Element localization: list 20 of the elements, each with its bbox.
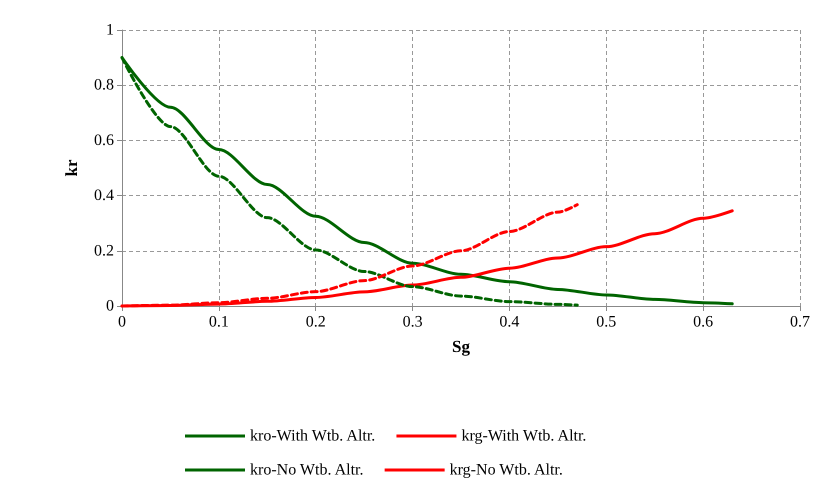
x-tick-label: 0.6 <box>693 314 714 330</box>
x-tick-label: 0.4 <box>499 314 520 330</box>
x-tick-label: 0.2 <box>306 314 326 330</box>
y-tick-label: 0.8 <box>94 76 114 94</box>
legend-label: krg-No Wtb. Altr. <box>450 462 563 478</box>
y-tick-label: 0.6 <box>94 132 114 149</box>
y-tick-label: 1 <box>106 22 114 38</box>
x-tick-label: 0.1 <box>208 314 229 330</box>
x-tick-label: 0.7 <box>790 314 810 330</box>
legend-label: kro-With Wtb. Altr. <box>250 428 376 444</box>
x-tick-label: 0.5 <box>596 314 616 330</box>
x-tick-label: 0.3 <box>402 314 423 330</box>
x-axis-title: Sg <box>452 337 470 356</box>
x-tick-label: 0 <box>118 314 126 330</box>
y-axis-title: kr <box>62 159 81 176</box>
y-tick-label: 0 <box>106 298 114 314</box>
legend-label: krg-With Wtb. Altr. <box>461 428 586 444</box>
y-tick-label: 0.4 <box>94 187 114 204</box>
legend-label: kro-No Wtb. Altr. <box>250 462 364 478</box>
y-tick-label: 0.2 <box>94 242 114 260</box>
